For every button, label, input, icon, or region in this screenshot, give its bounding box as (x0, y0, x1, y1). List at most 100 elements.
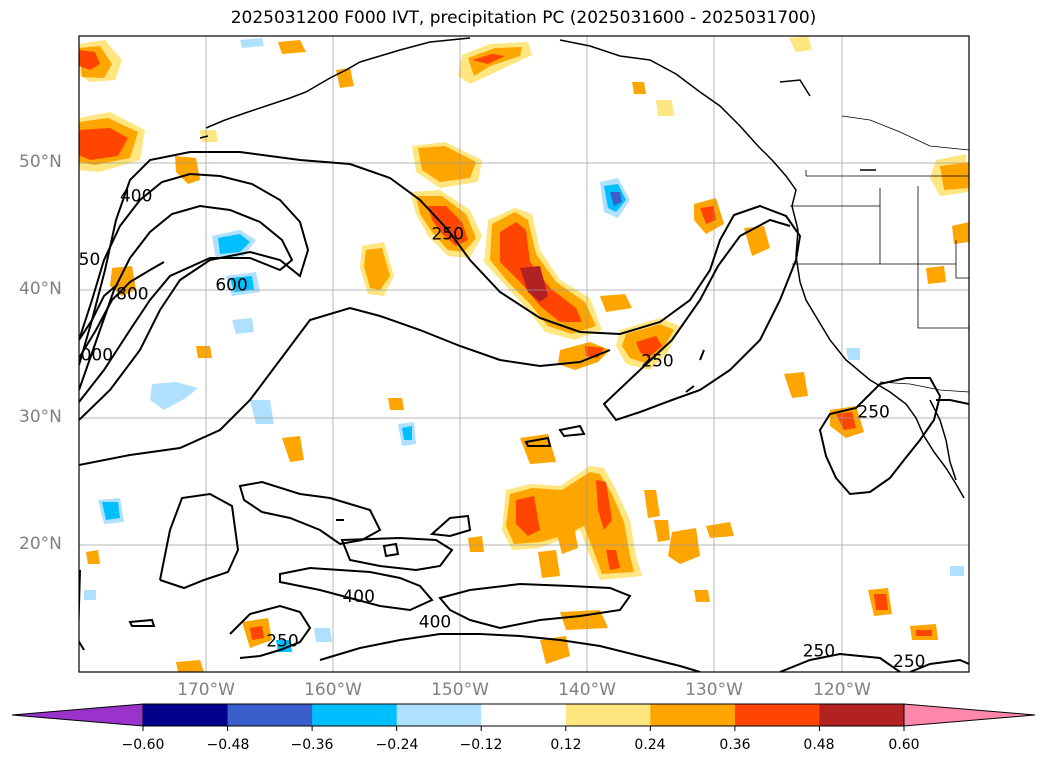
precip-patch (232, 318, 254, 334)
precip-patch (950, 566, 964, 576)
precip-patch (176, 660, 204, 672)
precip-patch (418, 146, 476, 182)
precip-patch (836, 412, 856, 430)
precip-patch (560, 610, 608, 630)
lat-label-30n: 30°N (19, 407, 62, 427)
colorbar-tick: 0.36 (719, 737, 751, 753)
colorbar-segment (396, 704, 482, 726)
ivt-contour-label: 250 (893, 652, 925, 672)
precip-patch (282, 436, 304, 462)
precip-patch (636, 336, 662, 358)
precip-patch (538, 550, 560, 578)
colorbar-segment (143, 704, 229, 726)
precip-patch (846, 348, 860, 360)
precip-patch (230, 276, 254, 292)
precip-patch (196, 346, 212, 358)
ivt-contour-400 (340, 536, 454, 572)
lat-label-50n: 50°N (19, 152, 62, 172)
map-frame (78, 35, 970, 673)
colorbar-frame (142, 703, 905, 727)
precip-patch (744, 226, 770, 256)
precip-patch (516, 496, 540, 536)
precip-patch (596, 480, 612, 530)
precip-patch (656, 100, 674, 116)
ivt-contour-250 (229, 604, 312, 659)
ivt-contour-400 (279, 566, 434, 612)
colorbar-segment (650, 704, 736, 726)
precip-patch (874, 594, 888, 610)
lon-label-160w: 160°W (304, 680, 362, 700)
precip-patch (240, 38, 264, 48)
political-borders (790, 115, 969, 393)
ivt-contour-800 (79, 261, 165, 359)
lon-label-140w: 140°W (558, 680, 616, 700)
precip-patch (84, 590, 96, 600)
ivt-contour-label: 250 (431, 225, 463, 245)
colorbar-segment (734, 704, 820, 726)
lon-label-150w: 150°W (431, 680, 489, 700)
ivt-contour-250 (818, 377, 942, 496)
ivt-contour-1000 (79, 283, 119, 341)
colorbar-tick: −0.48 (206, 737, 250, 753)
precip-patch (250, 626, 264, 640)
ivt-contour-label: 250 (641, 352, 673, 372)
precip-patch (428, 206, 468, 246)
ivt-contour-250 (79, 151, 802, 422)
ivt-contour-label: 250 (803, 642, 835, 662)
lat-label-40n: 40°N (19, 279, 62, 299)
colorbar-tick: −0.36 (290, 737, 334, 753)
ivt-contour-250 (524, 436, 552, 447)
precip-patch (110, 266, 136, 296)
precip-patch (79, 50, 100, 70)
precip-patch (468, 47, 522, 76)
colorbar (11, 703, 1036, 731)
lon-label-120w: 120°W (813, 680, 871, 700)
colorbar-tick: −0.60 (121, 737, 165, 753)
precip-patch (694, 590, 710, 602)
ivt-contour-250 (909, 658, 969, 672)
ivt-contour-label: 400 (419, 612, 451, 632)
ivt-contour-400 (238, 480, 382, 546)
precip-patch (175, 156, 200, 184)
ivt-contour-250 (779, 652, 901, 672)
ivt-contour-label: 250 (857, 403, 889, 423)
colorbar-segment (481, 704, 567, 726)
precip-patch (668, 528, 700, 564)
precip-patch (472, 54, 505, 64)
precip-patch (706, 522, 734, 538)
colorbar-segment (819, 704, 905, 726)
lon-label-130w: 130°W (685, 680, 743, 700)
lat-label-20n: 20°N (19, 534, 62, 554)
ivt-contour-400 (429, 514, 472, 538)
map-title: 2025031200 F000 IVT, precipitation PC (2… (230, 8, 817, 28)
colorbar-tick: 0.12 (550, 737, 582, 753)
precip-patch (364, 248, 390, 290)
precip-patch (500, 222, 582, 322)
precip-patch (600, 294, 632, 312)
precip-patch (520, 266, 548, 302)
lon-label-170w: 170°W (177, 680, 235, 700)
precip-patch (520, 434, 556, 464)
precip-patch (916, 630, 932, 636)
colorbar-extend-min (11, 703, 144, 727)
precip-patch (402, 426, 412, 440)
colorbar-tick: 0.60 (888, 737, 920, 753)
ivt-contours (79, 151, 969, 672)
precip-patch (784, 372, 808, 398)
ivt-contour-250 (558, 424, 586, 438)
precip-patch (86, 550, 100, 564)
precip-patch (540, 636, 570, 664)
precip-patch (250, 400, 274, 424)
precip-patch (79, 128, 128, 160)
precip-patch (610, 192, 622, 206)
precip-patch (278, 40, 306, 54)
precip-patch (218, 234, 250, 254)
precip-patch (388, 398, 404, 410)
ivt-contour-label: 800 (116, 284, 148, 304)
ivt-contour-250 (685, 385, 695, 393)
ivt-contour-250 (382, 542, 400, 558)
precip-patch (606, 550, 620, 570)
ivt-contour-label: 000 (81, 345, 113, 365)
ivt-contour-label: 400 (342, 587, 374, 607)
